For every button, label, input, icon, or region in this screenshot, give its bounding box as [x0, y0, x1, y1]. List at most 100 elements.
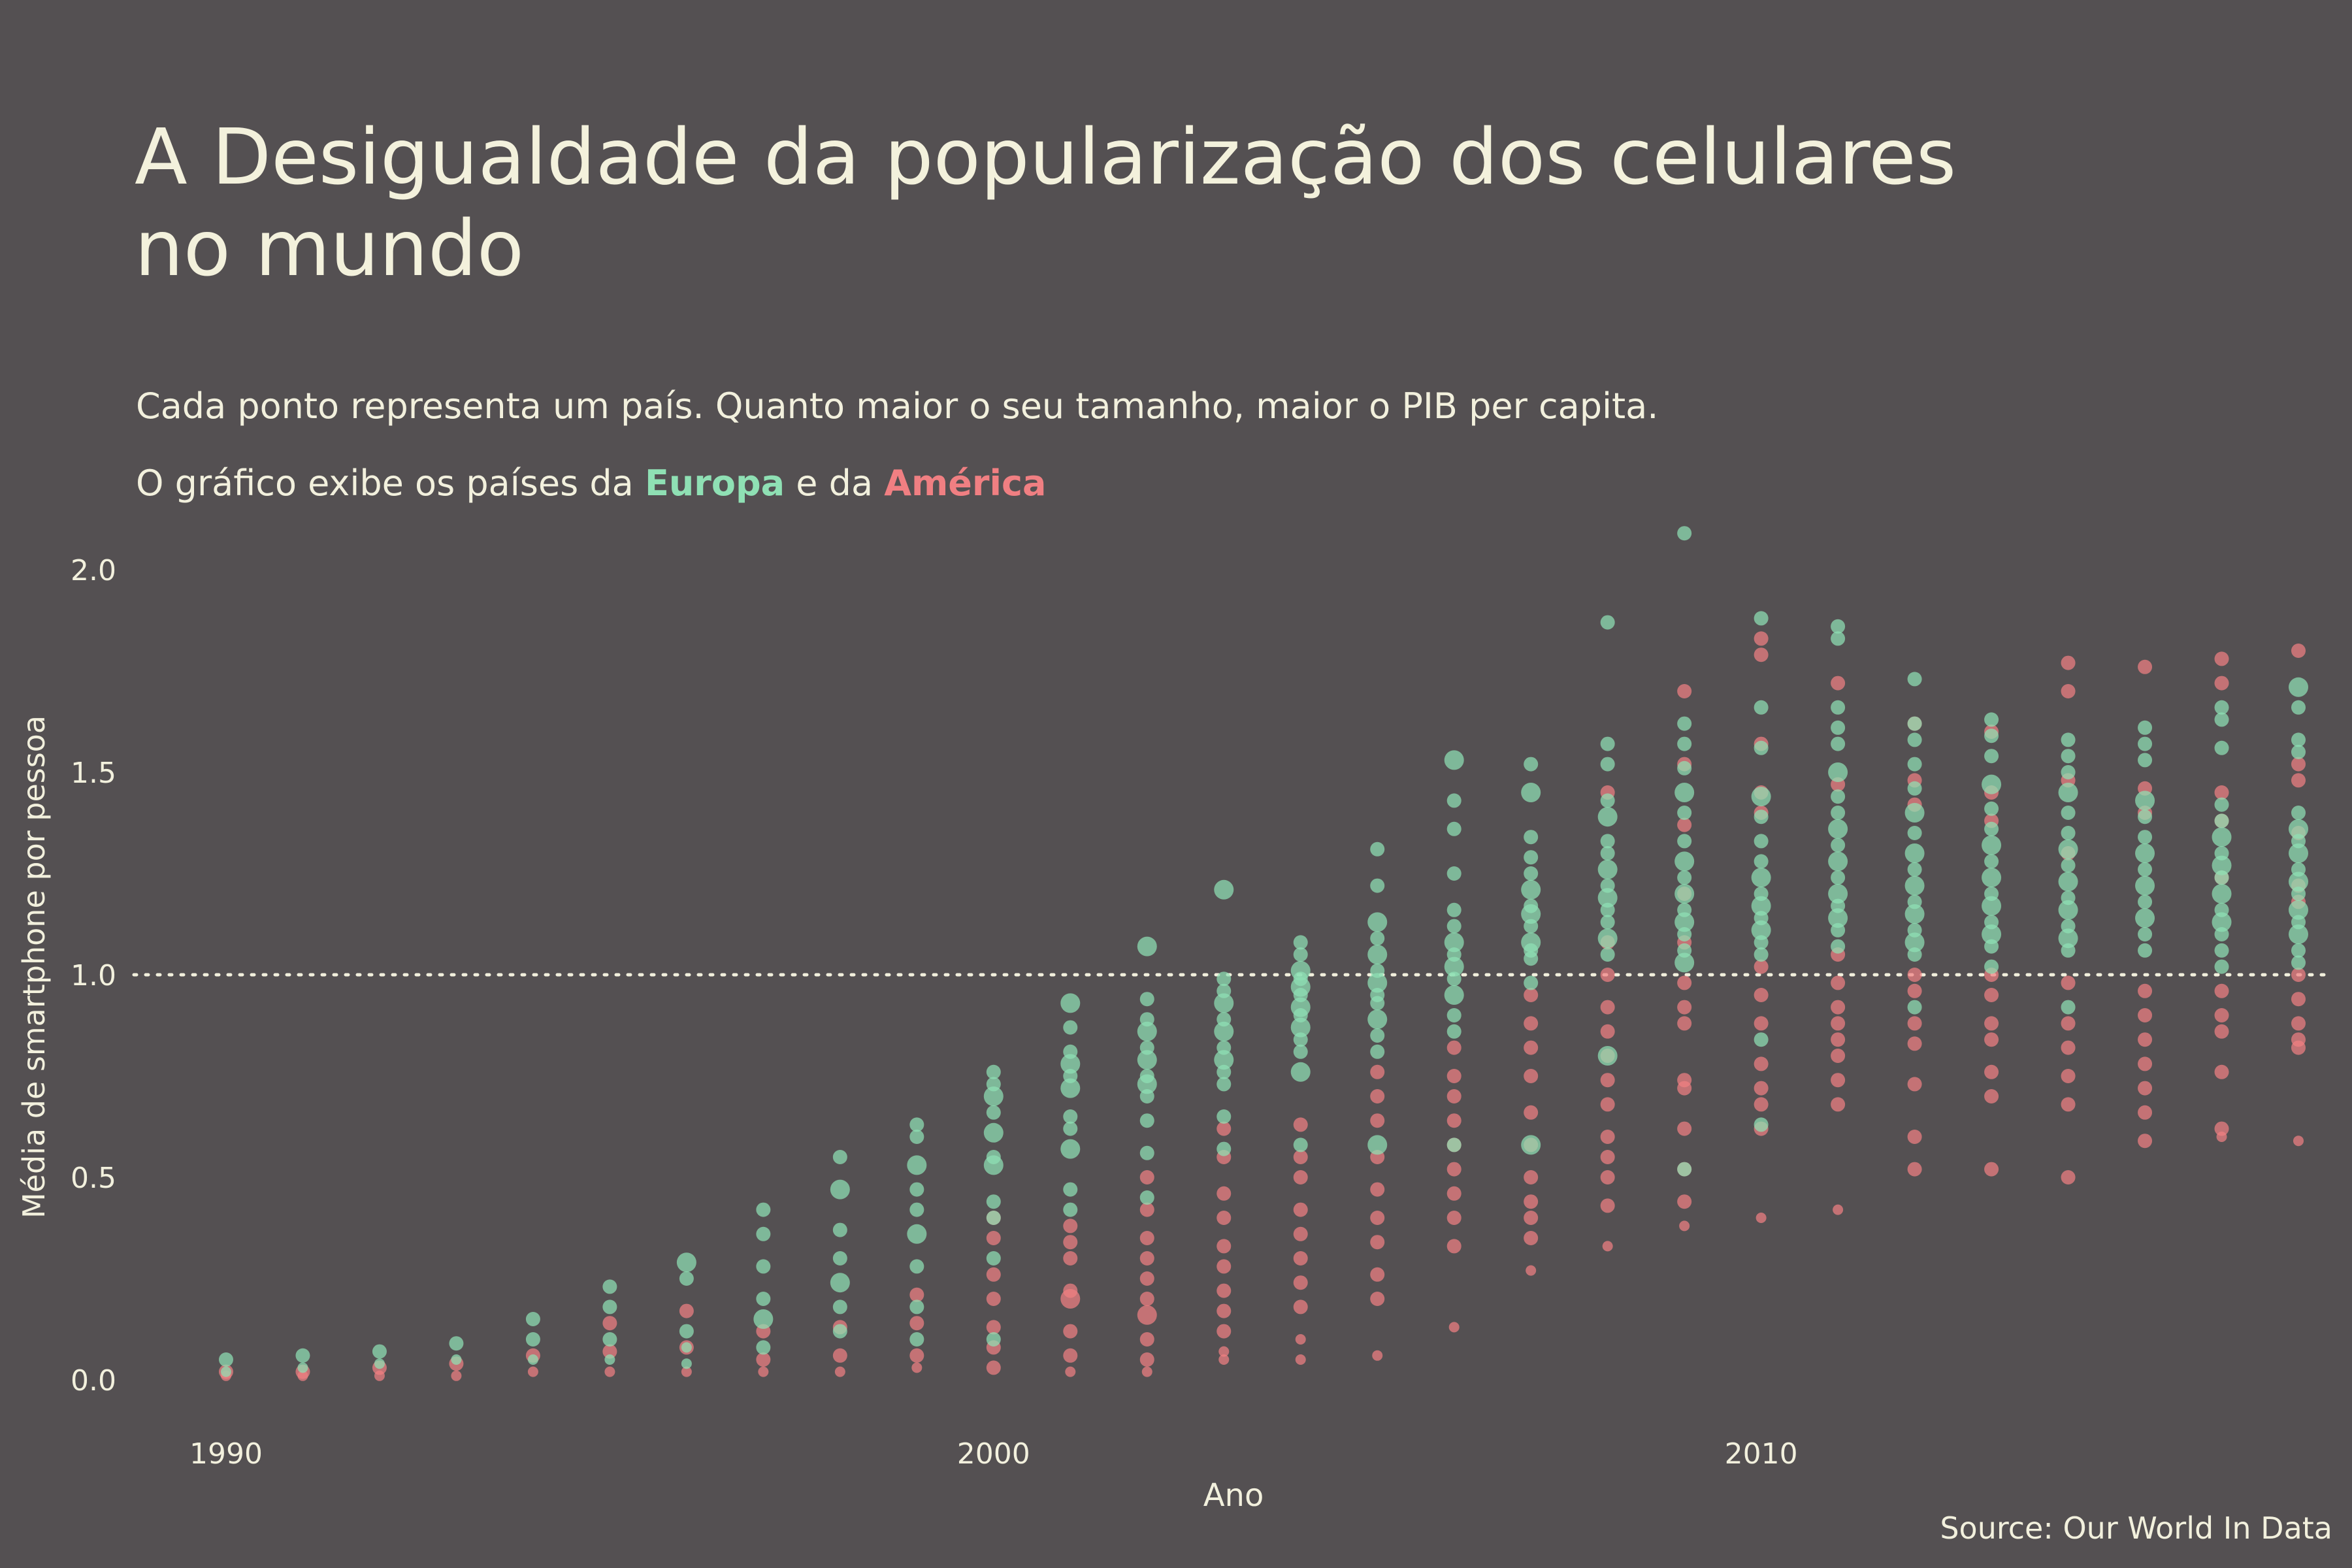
point-europe — [2291, 700, 2306, 715]
point-europe — [602, 1279, 617, 1294]
point-america — [1370, 1113, 1385, 1128]
point-europe — [983, 1122, 1004, 1143]
point-america — [2291, 644, 2306, 658]
point-america — [1677, 1016, 1692, 1031]
point-europe — [1370, 1028, 1385, 1043]
point-america — [2138, 1008, 2153, 1022]
point-america — [2214, 676, 2229, 691]
point-europe — [986, 1211, 1001, 1225]
point-europe — [986, 1064, 1001, 1079]
point-europe — [1293, 947, 1308, 962]
point-europe — [1984, 959, 1999, 974]
point-america — [2214, 1008, 2229, 1022]
y-tick-label: 1.0 — [71, 959, 116, 992]
point-europe — [756, 1292, 771, 1306]
x-axis-label: Ano — [1203, 1477, 1264, 1514]
source-note: Source: Our World In Data — [1940, 1511, 2332, 1546]
point-europe — [1831, 789, 1846, 804]
point-america — [2291, 992, 2306, 1007]
point-europe — [1367, 912, 1388, 932]
point-america — [1524, 1016, 1539, 1031]
point-europe — [1982, 774, 2002, 794]
point-america — [2214, 1024, 2229, 1039]
point-america — [1063, 1218, 1078, 1233]
point-europe — [679, 1324, 694, 1339]
point-europe — [1828, 819, 1848, 839]
point-europe — [2212, 827, 2232, 847]
point-europe — [986, 1105, 1001, 1120]
point-europe — [1831, 631, 1846, 646]
point-europe — [1521, 783, 1541, 802]
point-europe — [2291, 887, 2306, 901]
point-america — [2138, 1032, 2153, 1047]
point-america — [1677, 684, 1692, 698]
point-america — [1600, 968, 1615, 982]
point-europe — [1137, 936, 1157, 956]
point-america — [1677, 1081, 1692, 1096]
point-europe — [2291, 732, 2306, 747]
point-america — [1600, 1097, 1615, 1112]
point-america — [1907, 1016, 1922, 1031]
point-europe — [525, 1312, 540, 1326]
point-america — [2138, 1081, 2153, 1096]
point-europe — [1907, 716, 1922, 731]
point-europe — [1674, 953, 1695, 973]
point-america — [2138, 1134, 2153, 1149]
point-europe — [1446, 866, 1462, 881]
point-europe — [2061, 826, 2076, 840]
point-america — [1524, 988, 1539, 1002]
point-europe — [1524, 830, 1539, 845]
point-america — [1446, 1186, 1462, 1201]
point-america — [1754, 988, 1769, 1002]
point-europe — [2135, 791, 2155, 811]
point-europe — [830, 1273, 850, 1293]
point-europe — [676, 1252, 696, 1273]
point-america — [1293, 1117, 1308, 1132]
point-europe — [1982, 868, 2002, 888]
point-america — [756, 1352, 771, 1367]
point-europe — [1907, 781, 1922, 796]
point-europe — [1751, 868, 1771, 888]
point-america — [297, 1370, 308, 1381]
y-tick-label: 2.0 — [71, 554, 116, 587]
point-europe — [1600, 834, 1615, 849]
point-europe — [1139, 1190, 1154, 1205]
point-europe — [1524, 757, 1539, 772]
point-america — [1446, 1069, 1462, 1083]
point-europe — [1751, 787, 1771, 807]
point-europe — [1677, 806, 1692, 820]
point-america — [1372, 1350, 1383, 1361]
point-america — [758, 1366, 769, 1377]
point-europe — [2058, 839, 2078, 859]
point-america — [1677, 975, 1692, 990]
point-america — [1370, 1292, 1385, 1306]
point-america — [1295, 1334, 1306, 1345]
point-europe — [449, 1336, 464, 1351]
point-america — [2061, 1170, 2076, 1184]
point-america — [1754, 631, 1769, 646]
point-america — [1907, 983, 1922, 998]
point-europe — [1984, 749, 1999, 764]
point-europe — [1904, 875, 1925, 896]
point-europe — [2291, 745, 2306, 759]
point-europe — [602, 1332, 617, 1347]
point-europe — [2138, 927, 2153, 941]
point-europe — [1060, 993, 1081, 1013]
point-europe — [2061, 806, 2076, 820]
point-europe — [1293, 1032, 1308, 1047]
point-europe — [2135, 908, 2155, 928]
point-america — [1524, 1231, 1539, 1245]
point-europe — [1904, 904, 1925, 924]
legend-america: América — [884, 463, 1047, 504]
point-europe — [1367, 1009, 1388, 1030]
y-tick-label: 0.5 — [71, 1162, 116, 1195]
point-europe — [1521, 904, 1541, 924]
point-europe — [1982, 924, 2002, 944]
point-europe — [1754, 834, 1769, 849]
point-america — [909, 1348, 924, 1363]
point-europe — [1904, 803, 1925, 823]
point-europe — [1290, 1017, 1311, 1037]
point-america — [1754, 1056, 1769, 1071]
point-america — [911, 1362, 923, 1373]
point-europe — [909, 1202, 924, 1217]
